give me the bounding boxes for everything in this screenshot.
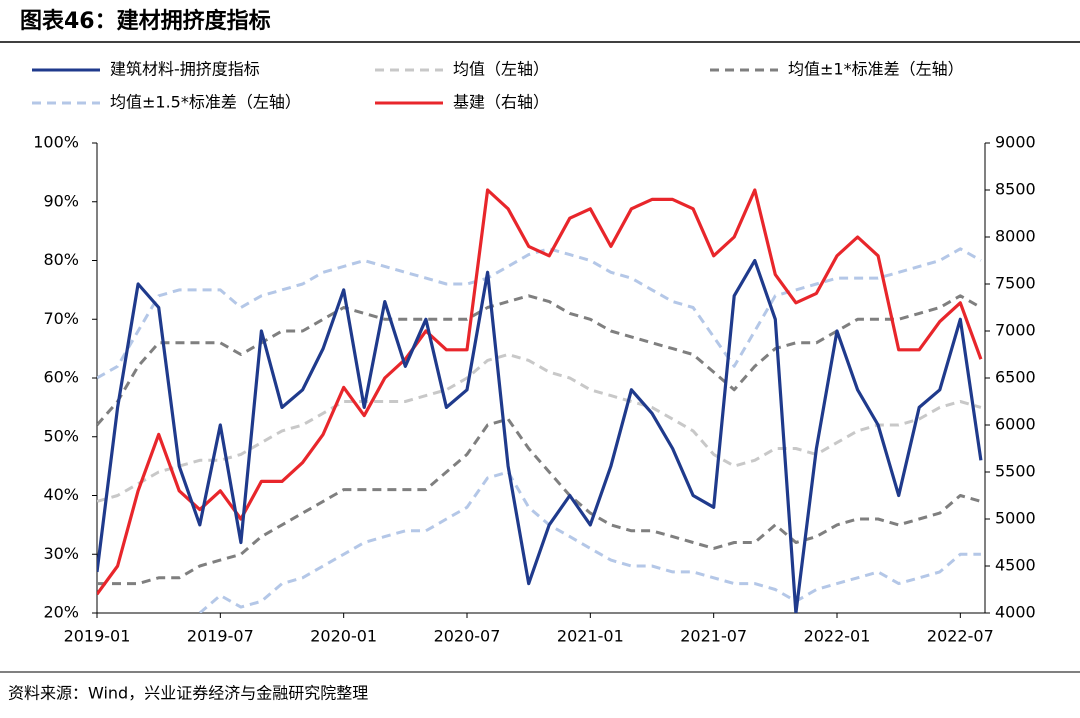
series-line — [198, 470, 981, 613]
legend-label: 均值±1*标准差（左轴） — [788, 60, 964, 79]
y-tick-label: 60% — [43, 368, 79, 387]
x-tick-label: 2021-07 — [680, 627, 747, 646]
legend-label: 均值（左轴） — [453, 60, 549, 79]
plot-area — [97, 188, 983, 613]
series-line — [97, 294, 982, 426]
x-tick-label: 2019-07 — [187, 627, 254, 646]
y2-tick-label: 4500 — [995, 556, 1036, 575]
y-tick-label: 40% — [43, 485, 79, 504]
source: 资料来源：Wind，兴业证券经济与金融研究院整理 — [8, 684, 368, 703]
series-line — [97, 353, 982, 503]
y2-tick-label: 5000 — [995, 509, 1036, 528]
x-tick-label: 2022-01 — [804, 627, 871, 646]
x-tick-label: 2020-01 — [310, 627, 377, 646]
series-line — [97, 417, 982, 586]
y2-tick-label: 9000 — [995, 133, 1036, 152]
x-tick-label: 2022-07 — [927, 627, 994, 646]
legend-label: 基建（右轴） — [453, 93, 549, 112]
y2-tick-label: 6500 — [995, 368, 1036, 387]
x-tick-label: 2021-01 — [557, 627, 624, 646]
y-tick-label: 20% — [43, 603, 79, 622]
y2-tick-label: 7500 — [995, 274, 1036, 293]
y-tick-label: 30% — [43, 544, 79, 563]
x-tick-label: 2019-01 — [64, 627, 131, 646]
chart-title: 图表46：建材拥挤度指标 — [20, 8, 271, 34]
series-line — [97, 258, 983, 613]
x-tick-label: 2020-07 — [434, 627, 501, 646]
y2-tick-label: 8500 — [995, 180, 1036, 199]
y-tick-label: 50% — [43, 426, 79, 445]
y-tick-label: 90% — [43, 191, 79, 210]
y-tick-label: 100% — [33, 133, 79, 152]
legend-label: 均值±1.5*标准差（左轴） — [110, 93, 301, 112]
y-tick-label: 70% — [43, 309, 79, 328]
legend-label: 建筑材料-拥挤度指标 — [110, 60, 260, 79]
y2-tick-label: 4000 — [995, 603, 1036, 622]
y2-tick-label: 8000 — [995, 227, 1036, 246]
y2-tick-label: 5500 — [995, 462, 1036, 481]
y-tick-label: 80% — [43, 250, 79, 269]
y2-tick-label: 7000 — [995, 321, 1036, 340]
series-line — [97, 188, 983, 596]
y2-tick-label: 6000 — [995, 415, 1036, 434]
